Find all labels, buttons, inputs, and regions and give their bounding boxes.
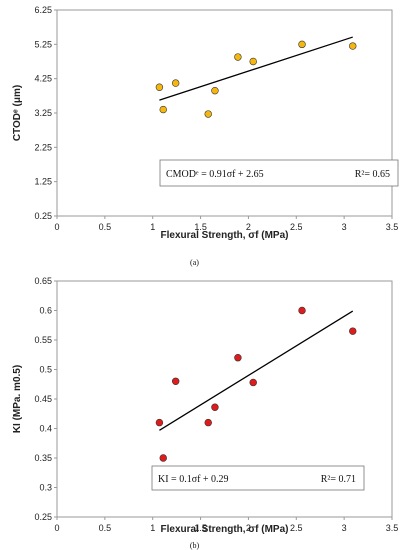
data-point xyxy=(349,327,357,335)
y-tick-label: 0.25 xyxy=(34,211,52,221)
y-tick-label: 0.4 xyxy=(39,424,52,434)
x-tick-label: 3 xyxy=(342,222,347,232)
chart-a: 0 0.5 1 1.5 2 2.5 3 3.5 0.25 1.25 2.25 3.25 4.25 5.25… xyxy=(12,5,399,267)
x-tick-label: 1 xyxy=(150,523,155,533)
x-tick-label: 2 xyxy=(246,222,251,232)
x-tick-label: 3 xyxy=(342,523,347,533)
data-point xyxy=(204,110,212,118)
trendline xyxy=(159,36,353,101)
panel-caption: (b) xyxy=(190,541,200,550)
x-axis-label: Flexural Strength, σf (MPa) xyxy=(161,524,289,535)
x-tick-label: 0.5 xyxy=(99,222,112,232)
chart-panel-a: 0 0.5 1 1.5 2 2.5 3 3.5 0.25 1.25 2.25 3.25 4.25 5.25… xyxy=(0,0,413,268)
data-point xyxy=(211,403,219,411)
x-tick-label: 1.5 xyxy=(194,523,207,533)
y-tick-label: 0.5 xyxy=(39,365,52,375)
r-squared-text: R²= 0.65 xyxy=(355,169,390,180)
x-tick-label: 2.5 xyxy=(290,222,303,232)
x-tick-label: 0 xyxy=(54,222,59,232)
data-point xyxy=(234,353,242,362)
y-tick-label: 1.25 xyxy=(34,177,52,187)
data-point xyxy=(298,306,306,315)
x-tick-label: 3.5 xyxy=(386,222,399,232)
data-point xyxy=(171,377,180,386)
y-axis-label: KI (MPa. m0.5) xyxy=(12,365,23,433)
y-axis-label: CTODᵉ (μm) xyxy=(12,85,23,141)
x-tick-label: 1.5 xyxy=(194,222,207,232)
x-tick-label: 1 xyxy=(150,222,155,232)
chart-b: 0 0.5 1 1.5 2 2.5 3 3.5 0.25 0.3 0.35 0.4 0.45 0.5 0.5… xyxy=(12,276,399,550)
data-point xyxy=(298,40,306,49)
data-point xyxy=(204,418,212,427)
data-point xyxy=(159,454,167,462)
data-point xyxy=(249,378,257,387)
y-tick-label: 5.25 xyxy=(34,39,52,49)
y-tick-label: 0.45 xyxy=(34,394,52,404)
data-point xyxy=(155,83,164,91)
data-point xyxy=(234,53,242,61)
data-point xyxy=(249,57,257,66)
equation-text: KI = 0.1σf + 0.29 xyxy=(158,474,229,485)
x-tick-label: 3.5 xyxy=(386,523,399,533)
data-point xyxy=(159,105,167,114)
y-tick-label: 0.3 xyxy=(39,483,52,493)
x-tick-label: 2.5 xyxy=(290,523,303,533)
equation-box xyxy=(151,465,365,491)
equation-box xyxy=(159,159,399,187)
x-tick-label: 0 xyxy=(54,523,59,533)
x-tick-label: 2 xyxy=(246,523,251,533)
y-tick-label: 2.25 xyxy=(34,142,52,152)
y-tick-label: 6.25 xyxy=(34,5,52,15)
y-tick-label: 3.25 xyxy=(34,108,52,118)
x-axis-label: Flexural Strength, σf (MPa) xyxy=(161,230,289,241)
data-point xyxy=(349,42,357,50)
equation-text: CMODᵉ = 0.91σf + 2.65 xyxy=(166,169,264,180)
data-point xyxy=(155,418,164,427)
data-point xyxy=(211,86,219,95)
chart-panel-b: 0 0.5 1 1.5 2 2.5 3 3.5 0.25 0.3 0.35 0.4 0.45 0.5 0.5… xyxy=(0,270,413,550)
y-tick-label: 0.55 xyxy=(34,335,52,345)
y-tick-label: 0.6 xyxy=(39,306,52,316)
data-point xyxy=(171,79,180,87)
x-tick-label: 0.5 xyxy=(99,523,112,533)
y-tick-label: 0.25 xyxy=(34,512,52,522)
y-tick-label: 0.35 xyxy=(34,453,52,463)
r-squared-text: R²= 0.71 xyxy=(321,474,356,485)
y-tick-label: 0.65 xyxy=(34,276,52,286)
panel-caption: (a) xyxy=(190,258,199,267)
y-tick-label: 4.25 xyxy=(34,74,52,84)
trendline xyxy=(159,310,354,431)
